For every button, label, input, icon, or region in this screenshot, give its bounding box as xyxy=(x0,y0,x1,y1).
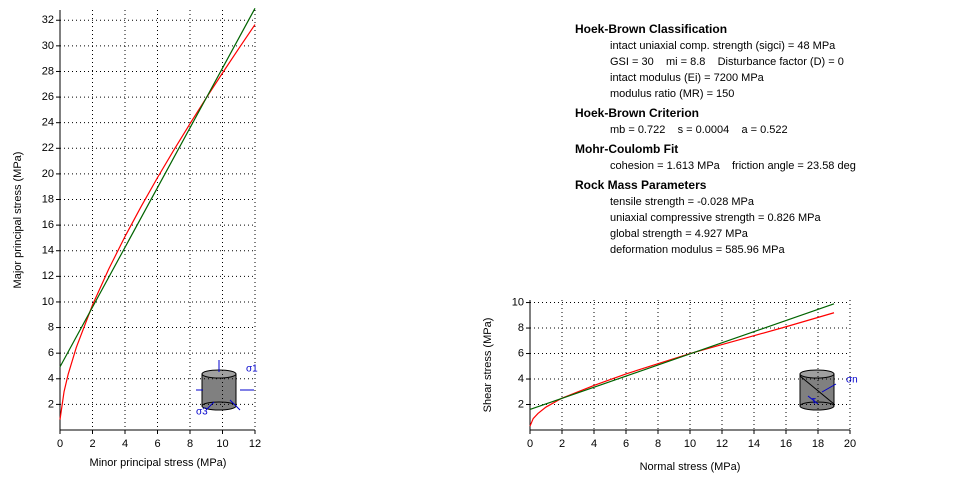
series-line xyxy=(59,24,256,420)
x-tick-label: 10 xyxy=(216,438,228,450)
y-tick-label: 30 xyxy=(42,40,54,52)
x-tick-label: 12 xyxy=(716,438,728,450)
y-tick-label: 10 xyxy=(512,296,524,308)
y-tick-label: 4 xyxy=(518,373,524,385)
icon-label: σn xyxy=(846,375,858,386)
y-tick-label: 4 xyxy=(48,373,54,385)
x-tick-label: 2 xyxy=(559,438,565,450)
y-tick-label: 8 xyxy=(48,321,54,333)
info-line: intact modulus (Ei) = 7200 MPa xyxy=(610,72,765,84)
info-line: tensile strength = -0.028 MPa xyxy=(610,196,755,208)
section-heading: Rock Mass Parameters xyxy=(575,178,707,192)
info-line: uniaxial compressive strength = 0.826 MP… xyxy=(610,212,822,224)
info-line: deformation modulus = 585.96 MPa xyxy=(610,244,785,256)
y-tick-label: 2 xyxy=(48,398,54,410)
y-tick-label: 20 xyxy=(42,168,54,180)
y-tick-label: 32 xyxy=(42,14,54,26)
icon-label: σ1 xyxy=(246,364,258,375)
y-tick-label: 24 xyxy=(42,117,54,129)
y-tick-label: 6 xyxy=(518,347,524,359)
x-tick-label: 6 xyxy=(154,438,160,450)
cylinder-icon xyxy=(196,360,254,411)
x-tick-label: 18 xyxy=(812,438,824,450)
y-axis-label: Major principal stress (MPa) xyxy=(12,152,24,289)
x-axis-label: Normal stress (MPa) xyxy=(640,461,741,473)
x-tick-label: 16 xyxy=(780,438,792,450)
y-tick-label: 16 xyxy=(42,219,54,231)
section-heading: Hoek-Brown Criterion xyxy=(575,106,699,120)
icon-label: σ3 xyxy=(196,407,208,418)
x-tick-label: 0 xyxy=(57,438,63,450)
info-line: intact uniaxial comp. strength (sigci) =… xyxy=(610,40,836,52)
y-tick-label: 6 xyxy=(48,347,54,359)
y-tick-label: 14 xyxy=(42,245,54,257)
x-tick-label: 4 xyxy=(122,438,128,450)
y-tick-label: 26 xyxy=(42,91,54,103)
info-line: global strength = 4.927 MPa xyxy=(610,228,749,240)
x-axis-label: Minor principal stress (MPa) xyxy=(90,457,227,469)
y-tick-label: 18 xyxy=(42,193,54,205)
series-line xyxy=(59,8,256,368)
x-tick-label: 20 xyxy=(844,438,856,450)
x-tick-label: 10 xyxy=(684,438,696,450)
x-tick-label: 14 xyxy=(748,438,760,450)
x-tick-label: 6 xyxy=(623,438,629,450)
series-line xyxy=(529,303,835,411)
info-line: cohesion = 1.613 MPa friction angle = 23… xyxy=(610,160,856,172)
y-tick-label: 8 xyxy=(518,322,524,334)
series-line xyxy=(529,312,835,427)
x-tick-label: 12 xyxy=(249,438,261,450)
y-tick-label: 10 xyxy=(42,296,54,308)
icon-label: τ xyxy=(812,396,816,407)
x-tick-label: 4 xyxy=(591,438,597,450)
y-tick-label: 12 xyxy=(42,270,54,282)
section-heading: Mohr-Coulomb Fit xyxy=(575,142,678,156)
x-tick-label: 0 xyxy=(527,438,533,450)
section-heading: Hoek-Brown Classification xyxy=(575,22,727,36)
x-tick-label: 8 xyxy=(655,438,661,450)
cylinder-icon xyxy=(799,369,837,411)
y-tick-label: 22 xyxy=(42,142,54,154)
y-axis-label: Shear stress (MPa) xyxy=(482,318,494,413)
info-line: mb = 0.722 s = 0.0004 a = 0.522 xyxy=(610,124,788,136)
info-line: GSI = 30 mi = 8.8 Disturbance factor (D)… xyxy=(610,56,844,68)
x-tick-label: 2 xyxy=(89,438,95,450)
info-line: modulus ratio (MR) = 150 xyxy=(610,88,734,100)
y-tick-label: 2 xyxy=(518,398,524,410)
x-tick-label: 8 xyxy=(187,438,193,450)
y-tick-label: 28 xyxy=(42,65,54,77)
